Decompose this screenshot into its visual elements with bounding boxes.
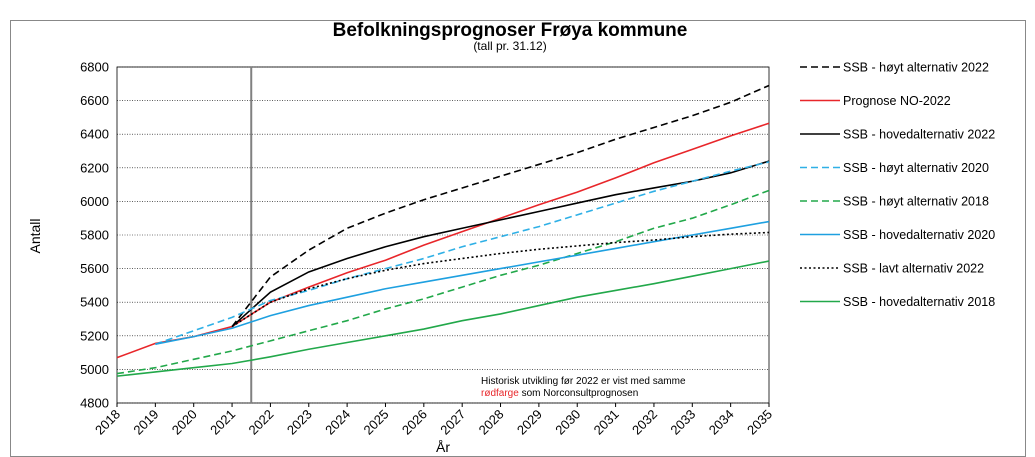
series-line <box>155 161 770 345</box>
y-axis-label: Antall <box>27 218 43 253</box>
series-line <box>116 260 770 377</box>
legend-label: SSB - høyt alternativ 2022 <box>843 61 989 75</box>
series-line <box>116 122 770 359</box>
legend-label: SSB - hovedalternativ 2020 <box>843 228 995 242</box>
legend-label: SSB - høyt alternativ 2018 <box>843 195 989 209</box>
y-tick-label: 5200 <box>80 328 109 343</box>
series-line <box>231 231 770 328</box>
chart-frame <box>10 20 1026 457</box>
chart-title: Befolkningsprognoser Frøya kommune <box>333 20 688 41</box>
y-tick-label: 5800 <box>80 228 109 243</box>
series-line <box>116 189 770 375</box>
legend-label: SSB - hovedalternativ 2018 <box>843 295 995 309</box>
annotation-highlight: rødfarge <box>481 388 519 399</box>
legend-label: SSB - lavt alternativ 2022 <box>843 262 984 276</box>
series-line <box>231 160 770 328</box>
y-tick-label: 6800 <box>80 60 109 75</box>
y-tick-label: 6600 <box>80 93 109 108</box>
annotation-rest: som Norconsultprognosen <box>519 388 639 399</box>
legend-label: Prognose NO-2022 <box>843 94 951 108</box>
y-tick-label: 5400 <box>80 295 109 310</box>
annotation: rødfarge som Norconsultprognosen <box>481 388 638 399</box>
y-tick-label: 6400 <box>80 127 109 142</box>
y-tick-label: 5000 <box>80 362 109 377</box>
y-tick-label: 5600 <box>80 261 109 276</box>
series-line <box>155 220 770 345</box>
legend-label: SSB - høyt alternativ 2020 <box>843 161 989 175</box>
annotation-line: Historisk utvikling før 2022 er vist med… <box>481 376 686 387</box>
y-tick-label: 6000 <box>80 194 109 209</box>
series-line <box>231 84 770 328</box>
y-tick-label: 4800 <box>80 396 109 411</box>
x-axis-label: År <box>436 439 450 455</box>
y-tick-label: 6200 <box>80 160 109 175</box>
annotation: Historisk utvikling før 2022 er vist med… <box>481 376 686 387</box>
chart-subtitle: (tall pr. 31.12) <box>473 39 546 53</box>
legend-label: SSB - hovedalternativ 2022 <box>843 128 995 142</box>
